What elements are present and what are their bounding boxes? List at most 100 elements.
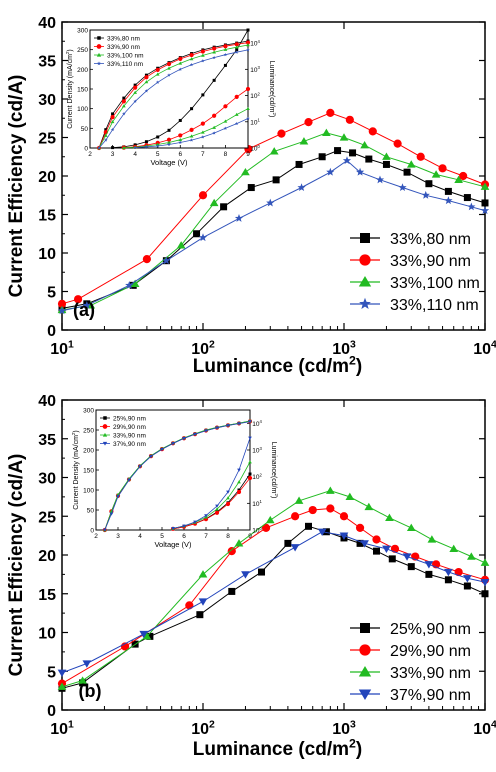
inset-y-tick-label: 200 [83, 448, 94, 455]
inset-point [237, 468, 241, 472]
data-point [198, 598, 208, 606]
inset-x-axis-label: Voltage (V) [150, 158, 188, 167]
data-point [425, 180, 433, 188]
inset-point [200, 121, 205, 126]
data-point [284, 539, 292, 547]
data-point [480, 558, 490, 566]
y-tick-label: 35 [38, 54, 56, 71]
inset-y-tick-label: 250 [83, 428, 94, 435]
data-point [326, 108, 335, 117]
inset-y-right-tick-label: 104 [252, 419, 262, 428]
legend-marker [359, 297, 371, 310]
data-point [317, 528, 327, 536]
inset-point [200, 49, 205, 54]
data-point [234, 539, 244, 547]
inset-point [225, 501, 231, 507]
data-point [438, 164, 447, 173]
inset-point [246, 106, 250, 111]
data-point [365, 155, 373, 163]
inset-point [144, 140, 148, 144]
data-point [247, 184, 255, 192]
data-point [339, 532, 349, 540]
inset-y-right-tick-label: 103 [252, 446, 262, 455]
inset-x-tick-label: 7 [204, 533, 208, 540]
inset-y-tick-label: 150 [83, 468, 94, 475]
data-point [454, 175, 463, 183]
inset-legend-label: 25%,90 nm [113, 416, 146, 423]
data-point [463, 582, 471, 590]
inset-x-tick-label: 5 [156, 151, 160, 158]
inset-point [109, 512, 114, 516]
inset-y-right-tick-label: 100 [250, 144, 260, 153]
data-point [444, 568, 453, 577]
data-point [444, 187, 452, 195]
inset-point [166, 61, 172, 67]
data-point [125, 281, 134, 289]
inset-point [189, 52, 194, 58]
data-point [385, 513, 394, 521]
data-point [294, 496, 304, 504]
inset-point [245, 86, 251, 92]
data-point [261, 523, 271, 532]
inset-x-tick-label: 6 [178, 151, 182, 158]
inset-point [171, 527, 175, 531]
data-point [459, 171, 468, 181]
data-point [198, 191, 208, 200]
data-point [449, 544, 459, 552]
series-1 [57, 108, 490, 308]
data-point [393, 139, 402, 148]
y-tick-label: 35 [38, 432, 56, 449]
inset-point [223, 63, 227, 67]
inset-point [155, 144, 160, 148]
inset-point [178, 61, 183, 65]
y-tick-label: 0 [47, 323, 56, 340]
inset-point [237, 422, 241, 426]
data-point [402, 553, 412, 561]
data-point [360, 540, 369, 548]
legend-marker [359, 254, 371, 266]
inset-point [182, 524, 186, 528]
data-point [444, 196, 453, 205]
y-tick-label: 40 [38, 15, 56, 32]
inset-point [204, 514, 208, 518]
data-point [375, 175, 385, 184]
inset-point [97, 146, 101, 150]
inset-point [189, 138, 194, 142]
data-point [382, 545, 391, 553]
inset-point [155, 80, 160, 84]
data-point [258, 568, 266, 576]
inset-y-tick-label: 100 [83, 488, 94, 495]
inset-legend-marker [97, 36, 101, 40]
data-point [82, 660, 92, 668]
inset-point [223, 119, 228, 123]
y-tick-label: 25 [38, 509, 56, 526]
series-line [61, 490, 486, 688]
inset-point [167, 142, 171, 146]
inset-point [247, 475, 253, 481]
inset-point [171, 442, 175, 446]
data-point [480, 206, 490, 215]
inset-point [155, 72, 160, 76]
data-point [382, 152, 391, 160]
data-point [290, 544, 300, 552]
x-tick-label: 103 [332, 340, 356, 358]
inset-point [193, 432, 197, 437]
inset-point [226, 490, 230, 494]
inset-point [234, 45, 239, 49]
inset-x-tick-label: 3 [111, 151, 115, 158]
x-tick-label: 104 [473, 340, 496, 358]
data-point [241, 167, 250, 176]
inset-point [178, 137, 183, 142]
data-point [227, 547, 236, 556]
inset-y-left-label: Current Density (mA/cm2) [71, 430, 80, 510]
inset-point [144, 80, 149, 84]
inset: 2 3 4 5 6 7 8 9 0 50 100 150 200 250 300 100 101 102 103 10… [71, 408, 279, 550]
data-point [139, 630, 149, 639]
inset-point [214, 510, 220, 515]
inset-point [116, 495, 120, 499]
inset-point [246, 116, 250, 120]
y-axis-label: Current Efficiency (cd/A) [6, 75, 27, 298]
data-point [388, 555, 396, 563]
inset-y-tick-label: 50 [87, 508, 95, 515]
inset-current-density-line [172, 437, 251, 529]
